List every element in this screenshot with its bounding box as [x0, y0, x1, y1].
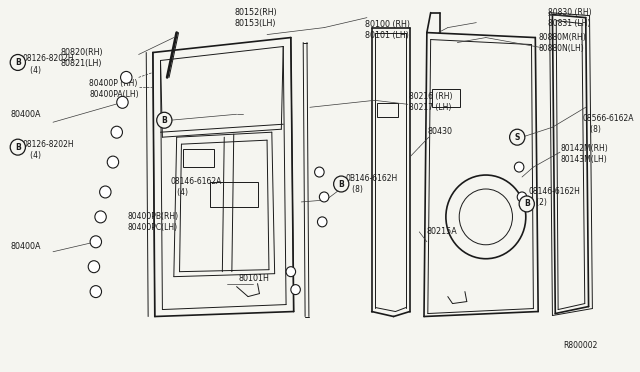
- Circle shape: [100, 186, 111, 198]
- Text: 80400P (RH)
80400PA(LH): 80400P (RH) 80400PA(LH): [89, 79, 139, 99]
- Text: 80142M(RH)
80143M(LH): 80142M(RH) 80143M(LH): [560, 144, 608, 164]
- Text: S: S: [515, 133, 520, 142]
- Circle shape: [111, 126, 122, 138]
- Circle shape: [319, 192, 329, 202]
- Text: 80215A: 80215A: [427, 227, 458, 236]
- Circle shape: [116, 96, 128, 108]
- Circle shape: [509, 129, 525, 145]
- Circle shape: [333, 176, 349, 192]
- Text: R800002: R800002: [563, 341, 597, 350]
- Text: 80820(RH)
80821(LH): 80820(RH) 80821(LH): [61, 48, 103, 68]
- Text: 80216 (RH)
80217 (LH): 80216 (RH) 80217 (LH): [409, 92, 452, 112]
- Bar: [210, 182, 257, 207]
- Circle shape: [515, 162, 524, 172]
- Bar: [183, 149, 214, 167]
- Circle shape: [108, 156, 118, 168]
- Text: 08146-6162H
   (2): 08146-6162H (2): [529, 187, 580, 207]
- Text: 80880M(RH)
80880N(LH): 80880M(RH) 80880N(LH): [538, 33, 586, 53]
- Text: 0B146-6162H
   (8): 0B146-6162H (8): [345, 174, 397, 194]
- Circle shape: [519, 196, 534, 212]
- Text: 08126-8202H
   (4): 08126-8202H (4): [22, 54, 74, 75]
- Text: B: B: [15, 58, 20, 67]
- Text: 80400PB(RH)
80400PC(LH): 80400PB(RH) 80400PC(LH): [127, 212, 179, 232]
- Circle shape: [10, 139, 26, 155]
- Text: B: B: [161, 116, 167, 125]
- Text: B: B: [15, 142, 20, 152]
- Text: B: B: [524, 199, 530, 208]
- Text: 80430: 80430: [428, 127, 453, 136]
- Text: B: B: [339, 180, 344, 189]
- Text: 08566-6162A
   (8): 08566-6162A (8): [583, 114, 634, 134]
- Text: 80101H: 80101H: [239, 274, 269, 283]
- Bar: [378, 103, 398, 117]
- Text: 80100 (RH)
80101 (LH): 80100 (RH) 80101 (LH): [365, 20, 410, 40]
- Circle shape: [291, 285, 300, 295]
- Bar: [431, 89, 460, 107]
- Text: 80830 (RH)
80831 (LH): 80830 (RH) 80831 (LH): [548, 8, 591, 28]
- Text: 08146-6162A
   (4): 08146-6162A (4): [170, 177, 221, 197]
- Circle shape: [90, 286, 102, 298]
- Circle shape: [317, 217, 327, 227]
- Circle shape: [315, 167, 324, 177]
- Text: 80400A: 80400A: [10, 110, 41, 119]
- Circle shape: [95, 211, 106, 223]
- Text: 80400A: 80400A: [10, 242, 41, 251]
- Circle shape: [517, 192, 527, 202]
- Circle shape: [90, 236, 102, 248]
- Text: 80152(RH)
80153(LH): 80152(RH) 80153(LH): [235, 8, 278, 28]
- Text: 08126-8202H
   (4): 08126-8202H (4): [22, 140, 74, 160]
- Circle shape: [286, 267, 296, 277]
- Circle shape: [157, 112, 172, 128]
- Circle shape: [120, 71, 132, 83]
- Circle shape: [88, 261, 100, 273]
- Circle shape: [10, 54, 26, 70]
